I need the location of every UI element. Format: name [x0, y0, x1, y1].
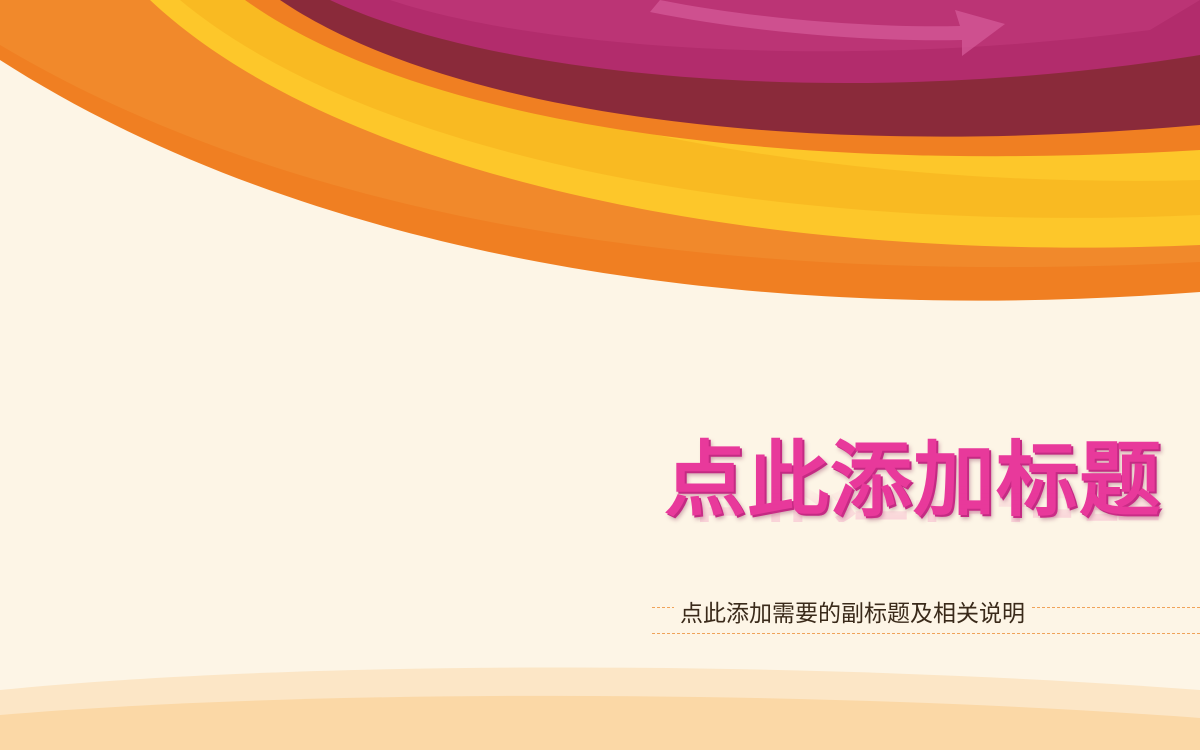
subtitle-box[interactable]: 点此添加需要的副标题及相关说明: [652, 590, 1200, 634]
slide-subtitle[interactable]: 点此添加需要的副标题及相关说明: [674, 594, 1031, 628]
bottom-wave: [0, 695, 1200, 750]
arrow-decoration: [650, 0, 1005, 56]
subtitle-dash-bottom: [652, 633, 1200, 634]
slide-title[interactable]: 点此添加标题: [663, 433, 1162, 528]
